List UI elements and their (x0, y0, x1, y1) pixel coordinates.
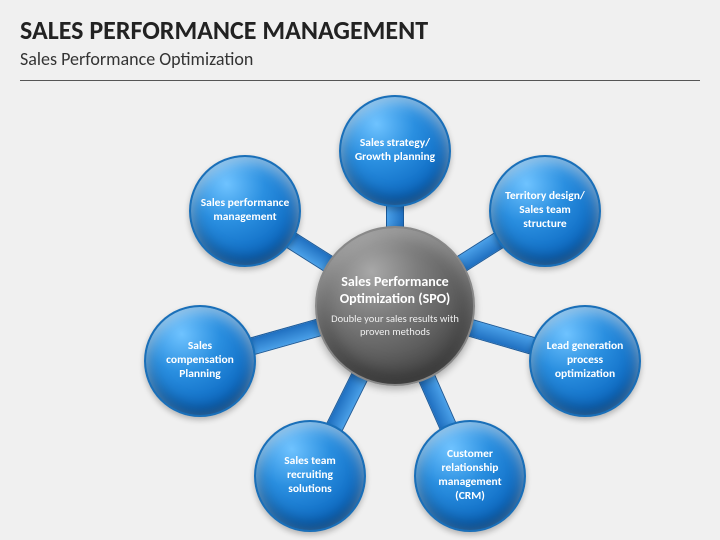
outer-node: Sales strategy/ Growth planning (339, 95, 451, 207)
outer-node-label: Territory design/ Sales team structure (499, 190, 591, 231)
outer-node: Customer relationship management (CRM) (414, 420, 526, 532)
outer-node: Sales team recruiting solutions (254, 420, 366, 532)
slide-header: SALES PERFORMANCE MANAGEMENT Sales Perfo… (0, 0, 720, 74)
outer-node-label: Lead generation process optimization (539, 340, 631, 381)
outer-node: Sales performance management (189, 155, 301, 267)
radial-diagram: Sales strategy/ Growth planning Territory… (0, 81, 720, 531)
slide-title: SALES PERFORMANCE MANAGEMENT (20, 14, 700, 46)
outer-node-label: Sales team recruiting solutions (264, 455, 356, 496)
center-node-title: Sales Performance Optimization (SPO) (327, 274, 463, 308)
outer-node: Sales compensation Planning (144, 305, 256, 417)
outer-node-label: Customer relationship management (CRM) (424, 448, 516, 503)
slide-subtitle: Sales Performance Optimization (20, 48, 700, 70)
center-node: Sales Performance Optimization (SPO) Doub… (315, 226, 475, 386)
outer-node-label: Sales performance management (199, 197, 291, 225)
outer-node: Territory design/ Sales team structure (489, 155, 601, 267)
center-node-subtitle: Double your sales results with proven me… (327, 312, 463, 338)
outer-node-label: Sales compensation Planning (154, 340, 246, 381)
outer-node: Lead generation process optimization (529, 305, 641, 417)
outer-node-label: Sales strategy/ Growth planning (349, 137, 441, 165)
